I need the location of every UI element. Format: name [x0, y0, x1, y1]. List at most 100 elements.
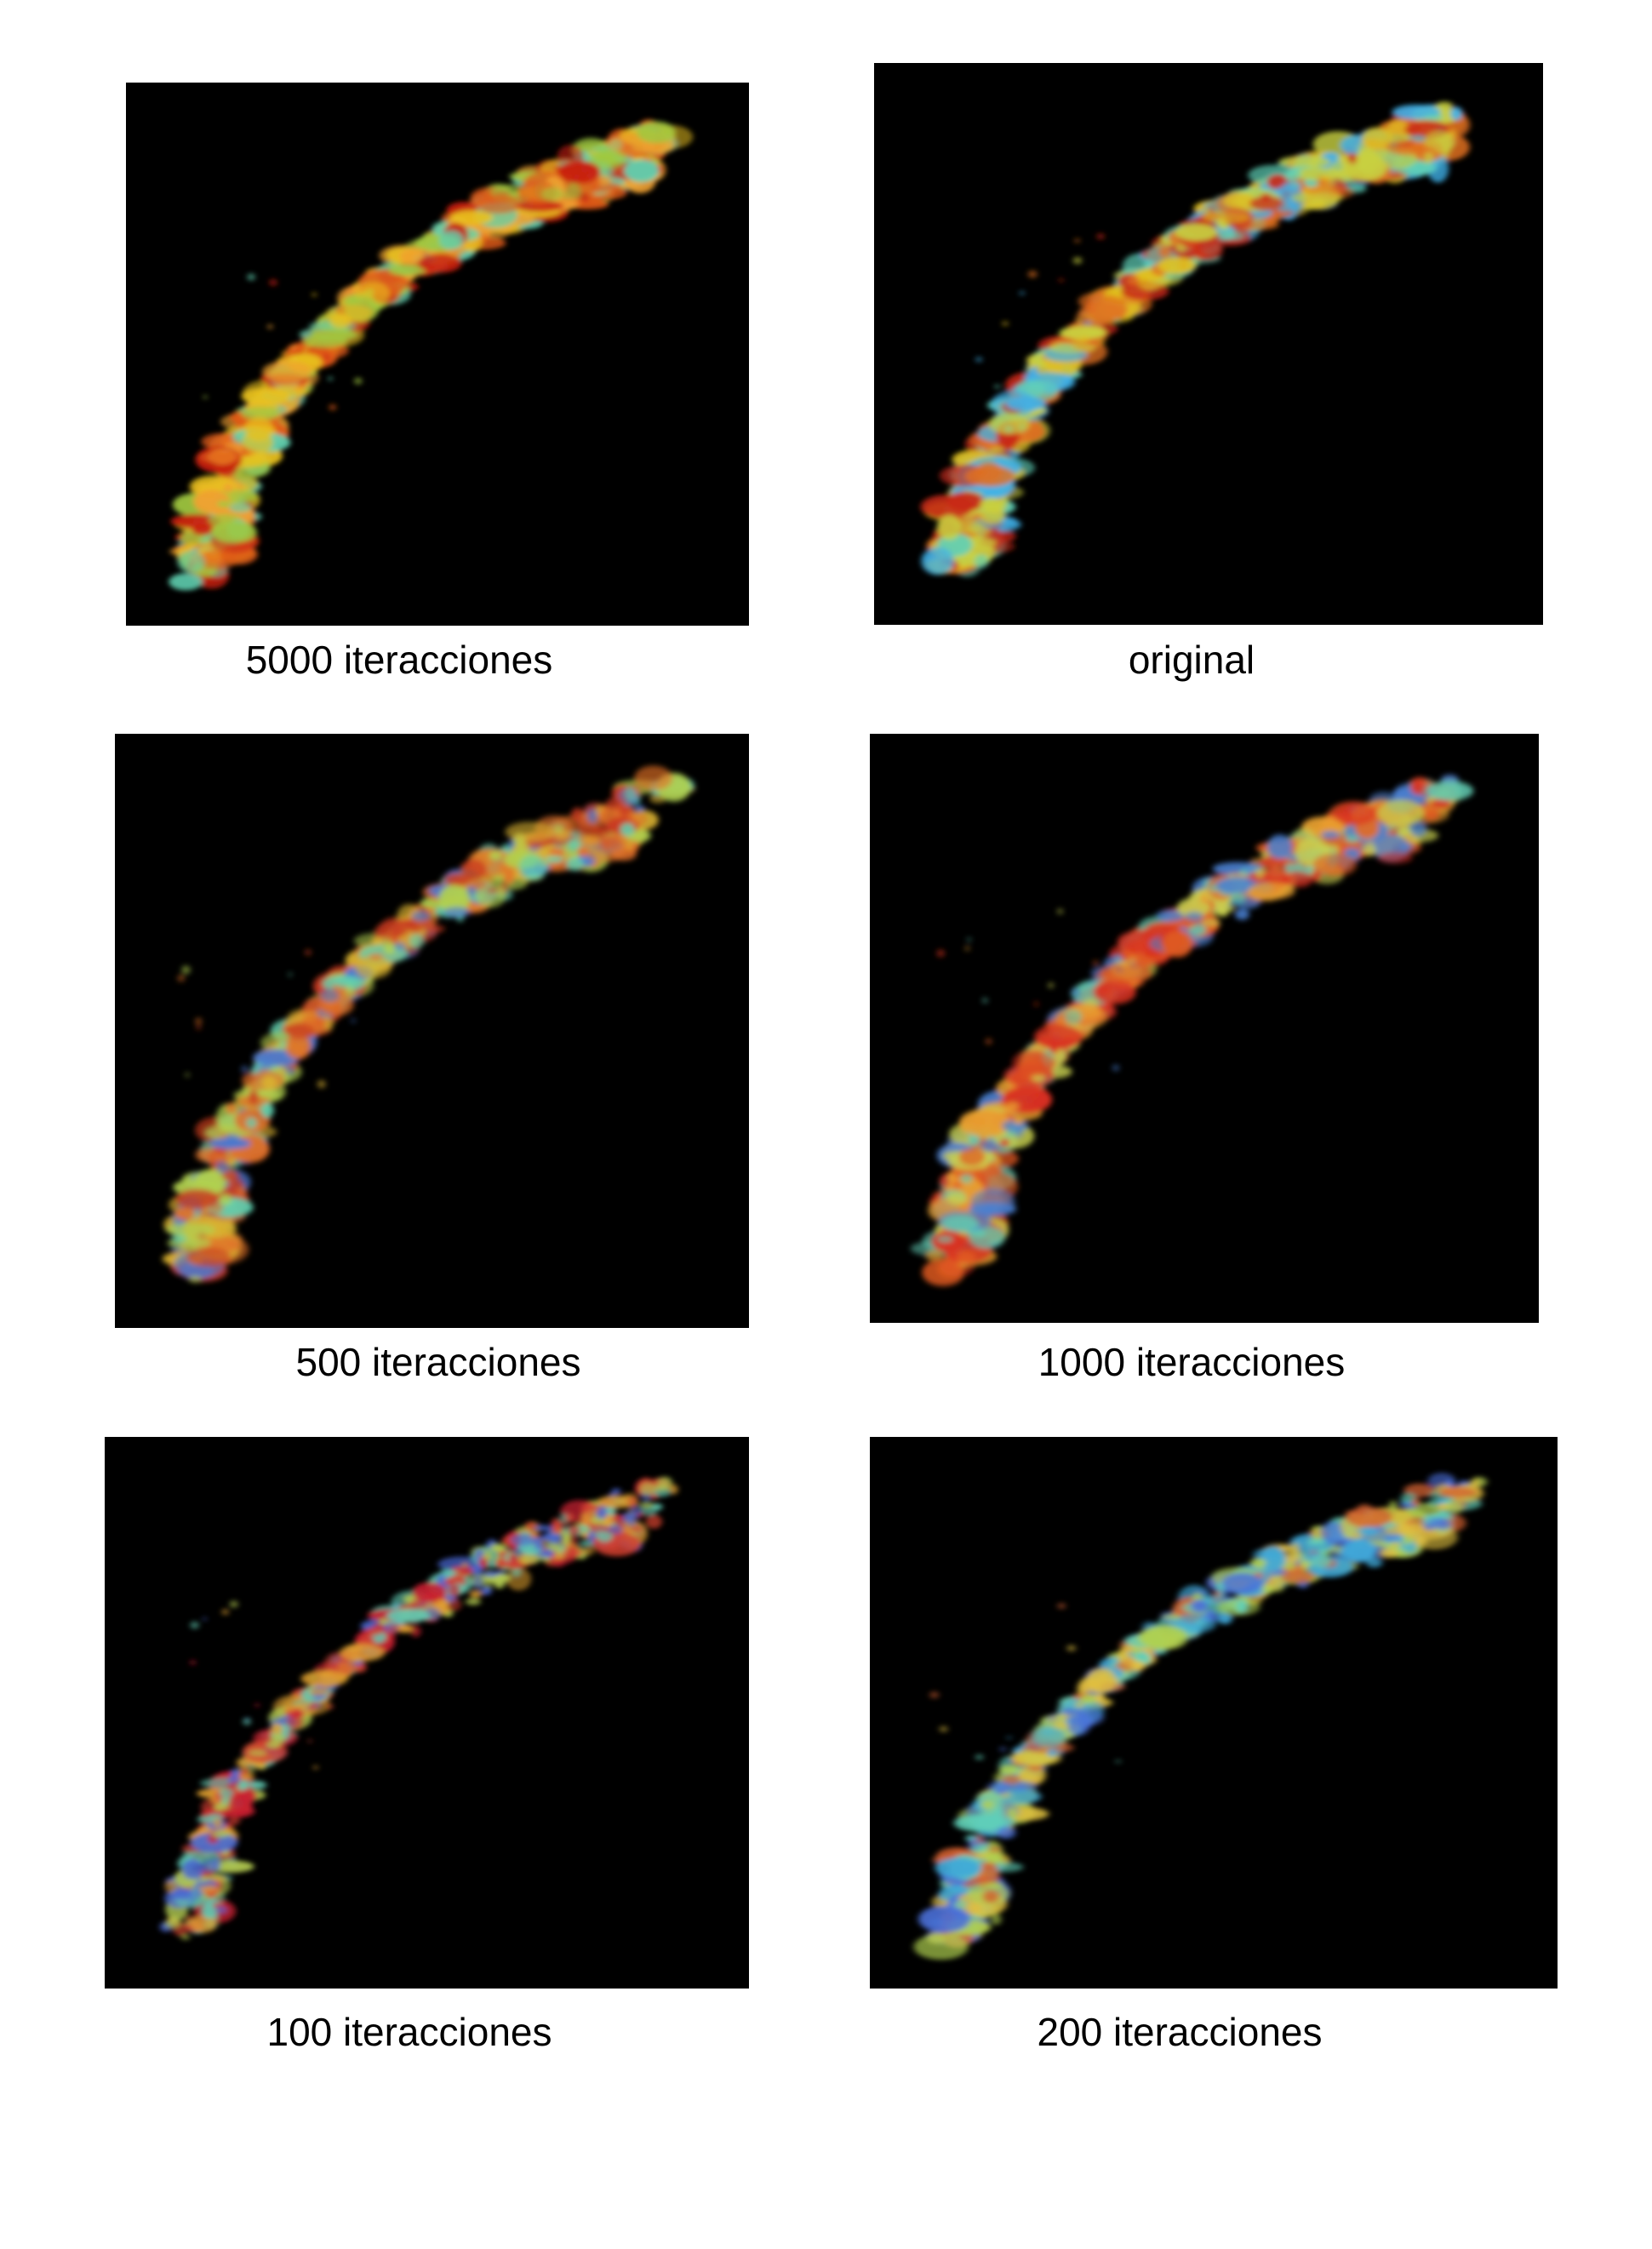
render-speck — [267, 323, 273, 329]
render-speck — [202, 1617, 207, 1622]
render-blob — [438, 884, 471, 914]
render-blob — [1361, 127, 1393, 151]
render-speck — [323, 1022, 333, 1031]
render-speck — [254, 1702, 260, 1708]
render-blob — [964, 466, 1015, 487]
render-speck — [1066, 1645, 1076, 1652]
render-speck — [353, 377, 363, 385]
render-blob — [199, 451, 241, 463]
render-speck — [177, 975, 186, 982]
render-blob — [1356, 147, 1380, 175]
render-blob — [292, 1708, 302, 1715]
render-blob — [1412, 134, 1426, 142]
render-blob — [551, 1518, 561, 1530]
render-blob — [246, 1117, 257, 1129]
render-blob — [1018, 1051, 1055, 1078]
render-blob — [397, 1623, 414, 1634]
render-blob — [1188, 924, 1207, 936]
render-blob — [339, 1643, 386, 1662]
render-blob — [626, 1519, 637, 1525]
render-blob — [581, 1502, 597, 1513]
render-blob — [988, 413, 1031, 435]
render-blob — [169, 573, 203, 591]
render-blob — [920, 495, 974, 519]
render-blob — [1222, 193, 1255, 209]
render-blob — [203, 1884, 216, 1894]
render-blob — [1061, 1708, 1078, 1715]
render-blob — [204, 1124, 251, 1142]
render-speck — [1077, 318, 1083, 323]
render-speck — [190, 1621, 199, 1629]
render-blob — [1031, 1726, 1067, 1748]
render-blob — [379, 1618, 389, 1625]
render-blob — [958, 1147, 986, 1166]
render-blob — [1438, 1486, 1476, 1498]
render-blob — [1185, 911, 1203, 921]
render-blob — [230, 1178, 244, 1189]
render-blob — [564, 1513, 574, 1523]
render-blob — [584, 1545, 595, 1555]
render-blob — [219, 1788, 234, 1798]
render-blob — [588, 149, 627, 169]
render-blob — [266, 386, 310, 398]
render-blob — [967, 1837, 981, 1849]
render-speck — [1093, 960, 1099, 966]
render-blob — [250, 1781, 262, 1788]
render-blob — [576, 815, 605, 837]
render-blob — [960, 1174, 973, 1183]
render-blob — [174, 1207, 196, 1220]
render-blob — [171, 1888, 194, 1900]
render-speck — [312, 292, 317, 297]
render-blob — [1424, 113, 1443, 121]
render-blob — [1316, 178, 1330, 187]
render-blob — [262, 361, 312, 382]
volume-render-graphic — [920, 101, 1471, 578]
render-speck — [269, 278, 277, 287]
render-blob — [1472, 1479, 1481, 1485]
render-blob — [191, 524, 214, 535]
render-speck — [1072, 256, 1083, 265]
render-blob — [546, 856, 564, 863]
render-blob — [228, 1817, 241, 1825]
render-blob — [472, 1575, 484, 1590]
render-blob — [221, 1170, 240, 1181]
render-blob — [1161, 1613, 1181, 1621]
render-speck — [283, 351, 291, 358]
render-blob — [1278, 155, 1330, 169]
render-blob — [969, 1202, 1017, 1216]
render-speck — [1058, 278, 1064, 283]
render-original — [874, 63, 1543, 625]
render-blob — [1137, 1627, 1182, 1648]
render-blob — [411, 911, 430, 922]
render-blob — [237, 1780, 249, 1791]
render-blob — [248, 1090, 260, 1106]
render-blob — [1346, 1507, 1392, 1528]
render-speck — [229, 1600, 238, 1608]
render-500-iterations — [115, 734, 749, 1328]
render-blob — [995, 1787, 1007, 1795]
render-speck — [181, 965, 191, 975]
render-blob — [215, 1159, 230, 1174]
render-blob — [1199, 891, 1209, 905]
render-blob — [611, 1488, 621, 1495]
render-blob — [570, 807, 585, 822]
render-speck — [312, 1765, 318, 1770]
render-blob — [634, 804, 645, 811]
render-blob — [955, 519, 983, 533]
render-blob — [186, 1247, 231, 1268]
render-blob — [628, 1496, 637, 1509]
volume-render-graphic — [162, 765, 695, 1283]
render-blob — [486, 887, 499, 894]
render-blob — [1093, 979, 1136, 1004]
render-blob — [974, 554, 989, 569]
render-blob — [1283, 168, 1301, 181]
render-blob — [1307, 1538, 1327, 1546]
render-blob — [1236, 1599, 1249, 1614]
render-blob — [515, 200, 564, 212]
render-blob — [1424, 152, 1434, 164]
render-blob — [213, 1817, 223, 1829]
render-blob — [1312, 853, 1358, 877]
render-blob — [238, 1773, 255, 1780]
render-blob — [193, 489, 231, 514]
render-blob — [284, 1022, 315, 1039]
